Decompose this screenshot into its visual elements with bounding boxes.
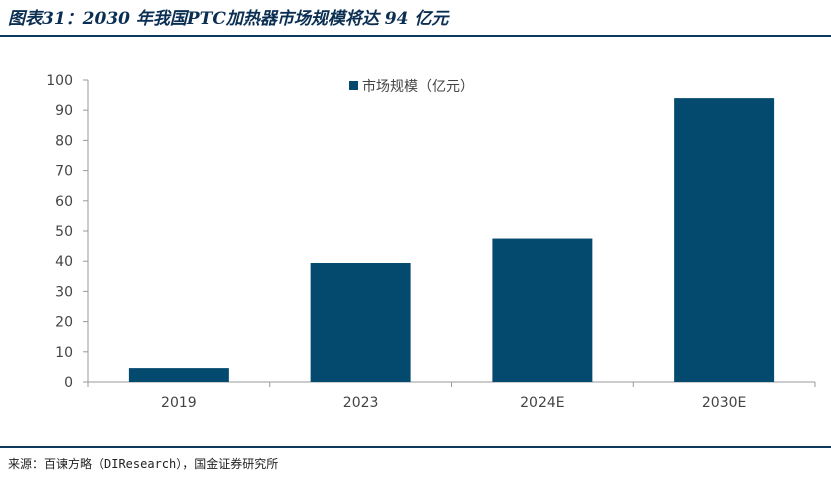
x-category-label: 2019 (161, 395, 197, 411)
bar-2024E (492, 238, 593, 382)
figure-title: 图表31：2030 年我国PTC加热器市场规模将达 94 亿元 (8, 9, 449, 29)
x-category-label: 2030E (702, 395, 746, 411)
figure-source: 来源：百谏方略（DIResearch），国金证券研究所 (8, 457, 279, 471)
y-tick-label: 20 (55, 315, 73, 331)
legend-label: 市场规模（亿元） (362, 78, 474, 95)
x-axis: 2019 2023 2024E 2030E (87, 381, 816, 411)
y-axis: 0 10 20 30 40 50 60 70 80 90 100 (46, 73, 89, 391)
y-tick-label: 30 (55, 284, 73, 300)
bar-2023 (310, 263, 411, 382)
y-tick-label: 100 (46, 73, 73, 89)
y-tick-label: 0 (64, 375, 73, 391)
bar-2019 (128, 368, 229, 382)
legend-swatch (349, 81, 358, 90)
y-tick-label: 70 (55, 164, 73, 180)
y-tick-label: 50 (55, 224, 73, 240)
y-tick-label: 80 (55, 133, 73, 149)
x-category-label: 2024E (520, 395, 564, 411)
title-rule (0, 35, 831, 37)
y-tick-label: 60 (55, 194, 73, 210)
bar-chart: 0 10 20 30 40 50 60 70 80 90 100 2019 2023 2024E 2030… (46, 73, 816, 411)
source-rule (0, 446, 831, 448)
x-category-label: 2023 (343, 395, 379, 411)
bar-2030E (674, 98, 775, 383)
y-tick-label: 40 (55, 254, 73, 270)
bars (128, 98, 775, 383)
y-tick-label: 10 (55, 345, 73, 361)
y-tick-label: 90 (55, 103, 73, 119)
legend: 市场规模（亿元） (349, 78, 474, 95)
